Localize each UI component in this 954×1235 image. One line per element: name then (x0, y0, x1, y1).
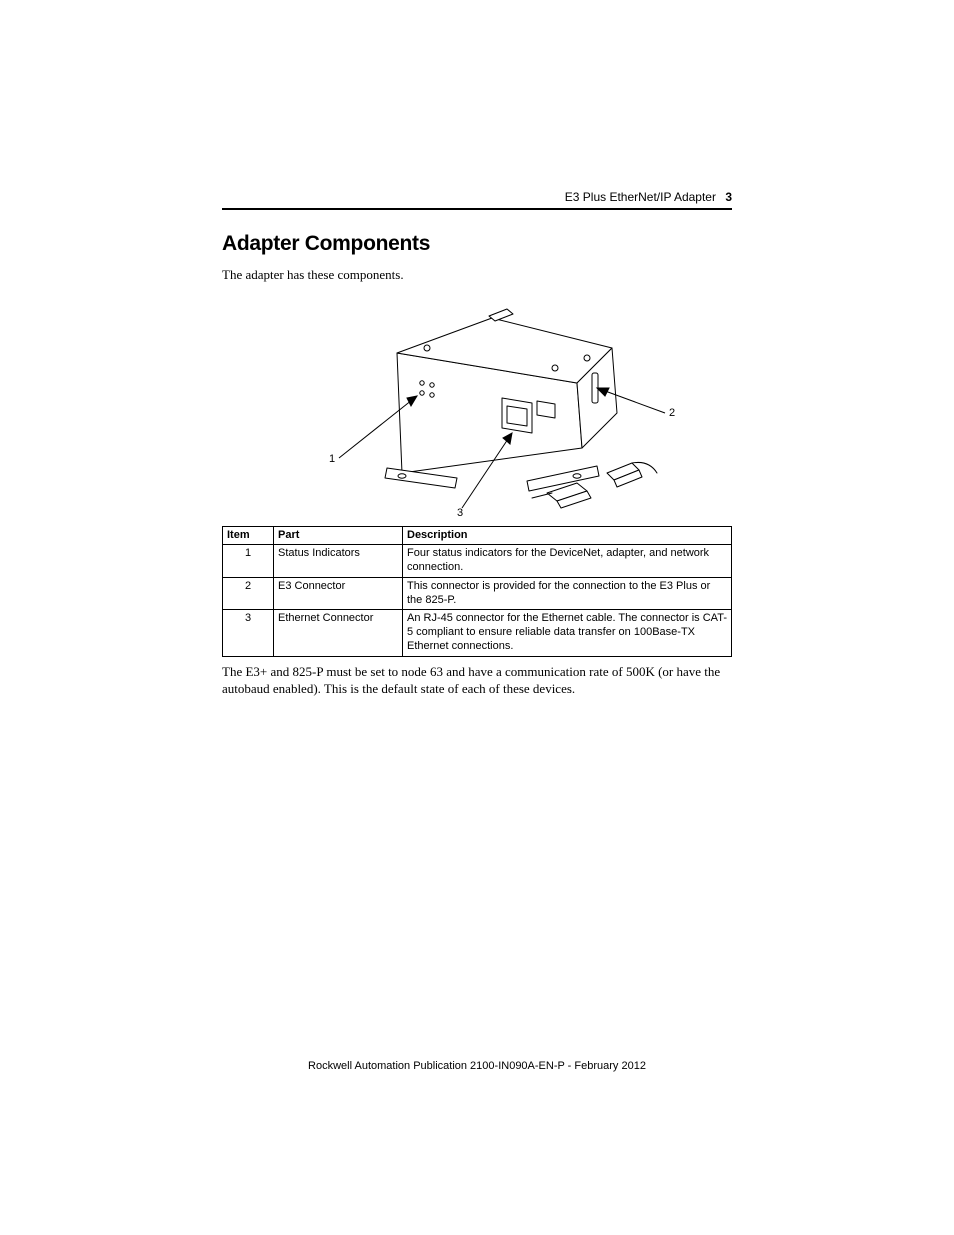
cell-desc: This connector is provided for the conne… (403, 577, 732, 610)
page: E3 Plus EtherNet/IP Adapter 3 Adapter Co… (0, 0, 954, 1235)
cell-item: 3 (223, 610, 274, 656)
table-header-row: Item Part Description (223, 526, 732, 545)
cell-desc: An RJ-45 connector for the Ethernet cabl… (403, 610, 732, 656)
content: Adapter Components The adapter has these… (222, 232, 732, 712)
cell-item: 1 (223, 545, 274, 578)
adapter-diagram: 1 2 3 (277, 298, 677, 518)
page-number: 3 (725, 190, 732, 204)
section-heading: Adapter Components (222, 232, 732, 256)
col-part: Part (274, 526, 403, 545)
diagram-callout-1: 1 (329, 453, 335, 465)
components-table: Item Part Description 1 Status Indicator… (222, 526, 732, 657)
cell-part: Status Indicators (274, 545, 403, 578)
diagram-callout-2: 2 (669, 407, 675, 419)
running-title: E3 Plus EtherNet/IP Adapter (565, 190, 716, 204)
note-paragraph: The E3+ and 825-P must be set to node 63… (222, 663, 732, 698)
footer-text: Rockwell Automation Publication 2100-IN0… (308, 1060, 646, 1072)
diagram-callout-3: 3 (457, 507, 463, 518)
section-intro: The adapter has these components. (222, 266, 732, 284)
running-head: E3 Plus EtherNet/IP Adapter 3 (222, 190, 732, 204)
cell-desc: Four status indicators for the DeviceNet… (403, 545, 732, 578)
col-item: Item (223, 526, 274, 545)
cell-part: Ethernet Connector (274, 610, 403, 656)
cell-part: E3 Connector (274, 577, 403, 610)
header-rule (222, 208, 732, 210)
table-row: 2 E3 Connector This connector is provide… (223, 577, 732, 610)
header: E3 Plus EtherNet/IP Adapter 3 (222, 190, 732, 210)
cell-item: 2 (223, 577, 274, 610)
footer: Rockwell Automation Publication 2100-IN0… (0, 1060, 954, 1072)
table-row: 3 Ethernet Connector An RJ-45 connector … (223, 610, 732, 656)
col-description: Description (403, 526, 732, 545)
table-row: 1 Status Indicators Four status indicato… (223, 545, 732, 578)
